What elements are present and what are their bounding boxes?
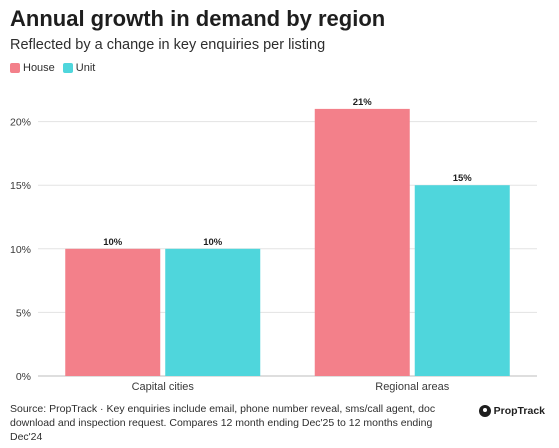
data-label: 10% [203, 237, 223, 248]
legend: House Unit [10, 62, 103, 74]
x-tick-label: Regional areas [375, 381, 449, 393]
y-tick-label: 0% [16, 371, 31, 383]
chart-subtitle: Reflected by a change in key enquiries p… [10, 37, 326, 53]
legend-swatch-unit [62, 63, 73, 73]
legend-swatch-house [10, 63, 20, 73]
y-tick-label: 20% [10, 117, 31, 129]
legend-label-unit: Unit [75, 62, 96, 74]
y-tick-label: 10% [10, 244, 31, 256]
y-tick-label: 5% [16, 307, 31, 319]
y-tick-label: 15% [10, 180, 31, 192]
proptrack-logo-icon [478, 405, 491, 417]
bar-unit-capital-cities [165, 248, 261, 376]
data-label: 10% [103, 237, 123, 248]
brand-logo: PropTrack [478, 405, 545, 417]
legend-item-unit: Unit [62, 62, 96, 74]
brand-name: PropTrack [493, 405, 545, 417]
source-note: Source: PropTrack · Key enquiries includ… [10, 403, 436, 443]
x-tick-label: Capital cities [132, 381, 195, 393]
legend-label-house: House [23, 62, 55, 74]
bar-house-capital-cities [65, 248, 161, 376]
bar-house-regional-areas [314, 108, 410, 376]
bar-unit-regional-areas [414, 185, 510, 376]
data-label: 15% [453, 173, 473, 184]
data-label: 21% [353, 97, 373, 108]
legend-item-house: House [10, 62, 55, 74]
chart-title: Annual growth in demand by region [10, 6, 386, 31]
